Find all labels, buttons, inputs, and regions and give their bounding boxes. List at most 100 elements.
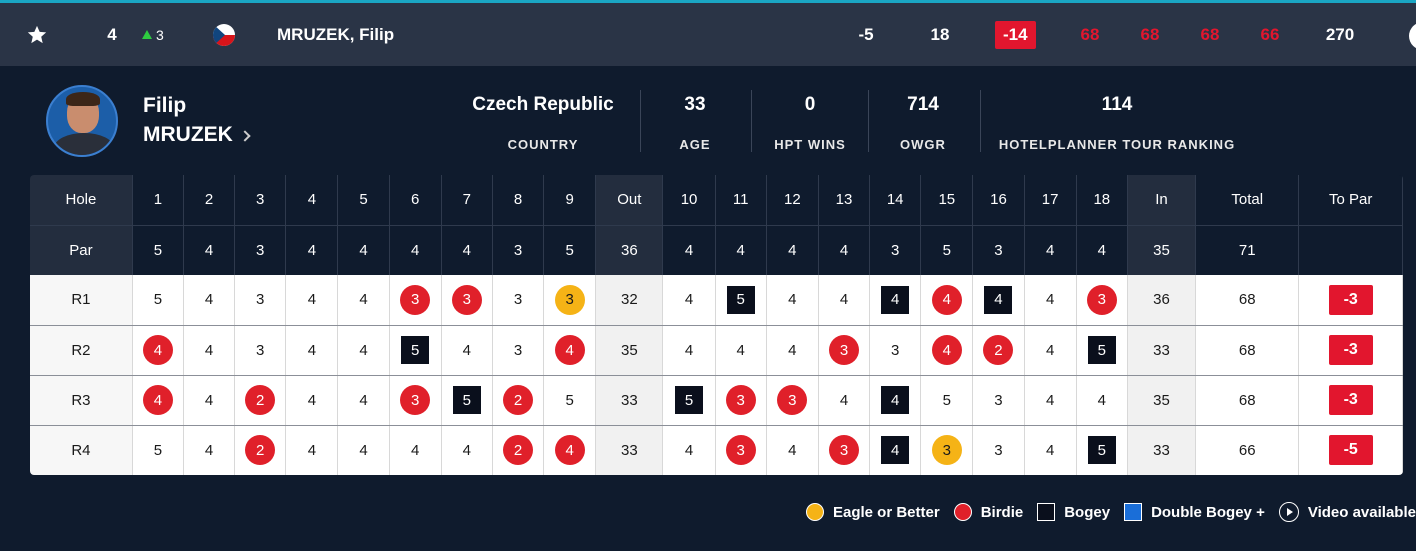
legend-label: Eagle or Better: [833, 503, 940, 521]
hole-header-cell: 15: [920, 175, 974, 226]
divider: [980, 90, 981, 152]
favorite-star-icon[interactable]: [24, 3, 50, 66]
par-cell: [1298, 225, 1403, 275]
stat-label: AGE: [679, 137, 711, 152]
hole-score-cell: 5: [441, 375, 493, 426]
birdie-score: 2: [245, 385, 276, 415]
par-score: 4: [1045, 441, 1055, 459]
expand-toggle-icon[interactable]: [1409, 22, 1416, 50]
birdie-score: 4: [142, 335, 173, 365]
player-name[interactable]: MRUZEK, Filip: [277, 24, 395, 44]
par-score: 4: [462, 441, 472, 459]
total-score: 270: [1325, 24, 1355, 44]
legend-video[interactable]: Video available: [1278, 502, 1416, 522]
par-score: 4: [1097, 391, 1106, 409]
hole-header-cell: In: [1127, 175, 1197, 226]
hole-score-cell: 4: [662, 275, 716, 326]
birdie-score: 3: [451, 284, 482, 315]
par-score: 4: [788, 291, 797, 309]
hole-score-cell: 3: [972, 375, 1025, 426]
hole-score-cell: 3: [715, 425, 767, 475]
round-row: R1 5 4 3 4 4 3 3 3 3 32 4 5 4 4 4 4 4 4 3 36 68 -3: [30, 275, 1403, 326]
hole-header-cell: 16: [972, 175, 1025, 226]
bogey-score: 4: [881, 436, 910, 465]
round-3-score: 68: [1200, 24, 1220, 44]
par-score: 4: [1045, 341, 1055, 359]
hole-row-label: Hole: [30, 175, 133, 226]
hole-score-cell: 3: [389, 375, 442, 426]
hole-header-cell: Total: [1195, 175, 1300, 226]
birdie-score: 3: [1086, 284, 1117, 315]
hole-score-cell: 3: [766, 375, 819, 426]
hole-score-cell: 4: [1024, 325, 1077, 376]
par-score: 4: [788, 441, 797, 459]
divider: [640, 90, 641, 152]
hole-header-cell: 7: [441, 175, 493, 226]
hole-score-cell: 4: [337, 275, 390, 326]
hole-header-cell: 18: [1076, 175, 1128, 226]
hole-score-cell: 4: [869, 425, 922, 475]
par-cell: 4: [389, 225, 442, 275]
hole-score-cell: 4: [183, 425, 236, 475]
position-movement: 3: [142, 3, 164, 66]
hole-score-cell: 3: [441, 275, 493, 326]
bogey-score: 5: [1087, 436, 1116, 465]
hole-score-cell: 2: [492, 375, 545, 426]
position: 4: [107, 24, 117, 44]
birdie-score: 4: [931, 284, 962, 315]
eagle-score: 3: [931, 435, 962, 466]
player-profile-link[interactable]: MRUZEK: [143, 123, 251, 147]
to-par-cell: -3: [1298, 275, 1403, 326]
hole-score-cell: 3: [920, 425, 974, 475]
czech-flag-icon: [213, 3, 235, 66]
hole-score-cell: 5: [543, 375, 597, 426]
par-score: 5: [153, 441, 163, 459]
to-par-cell: -5: [1298, 425, 1403, 475]
play-icon[interactable]: [1278, 502, 1299, 522]
bogey-score: 5: [675, 386, 704, 414]
hole-score-cell: 4: [441, 325, 493, 376]
par-score: 4: [204, 341, 214, 359]
today-score: -5: [858, 24, 874, 44]
par-score: 4: [788, 341, 797, 359]
stat-age: 33 AGE: [650, 90, 740, 152]
par-cell: 5: [132, 225, 184, 275]
round-label: R2: [30, 325, 133, 376]
hole-score-cell: 3: [492, 325, 545, 376]
hole-score-cell: 4: [1076, 375, 1128, 426]
par-cell: 4: [441, 225, 493, 275]
hole-score-cell: 2: [492, 425, 545, 475]
birdie-score: 3: [829, 435, 859, 466]
in-total: 33: [1127, 325, 1197, 376]
par-score: 4: [359, 291, 368, 309]
par-cell: 3: [972, 225, 1025, 275]
birdie-score: 2: [983, 335, 1014, 365]
par-cell: 3: [869, 225, 922, 275]
divider: [868, 90, 869, 152]
chevron-right-icon[interactable]: [239, 130, 251, 142]
player-last-name[interactable]: MRUZEK: [143, 123, 233, 146]
hole-score-cell: 4: [715, 325, 767, 376]
hole-score-cell: 2: [972, 325, 1025, 376]
hole-header-cell: 5: [337, 175, 390, 226]
hole-score-cell: 4: [337, 425, 390, 475]
hole-score-cell: 4: [285, 425, 339, 475]
birdie-score: 2: [245, 435, 276, 466]
out-total: 35: [595, 325, 664, 376]
bogey-square-icon: [1037, 503, 1056, 521]
par-score: 3: [994, 441, 1003, 459]
birdie-score: 4: [554, 335, 585, 365]
hole-header-cell: 9: [543, 175, 597, 226]
out-total: 33: [595, 375, 664, 426]
out-total: 32: [595, 275, 664, 326]
leaderboard-row[interactable]: 4 3 MRUZEK, Filip -5 18 -14 68 68 68 66 …: [0, 0, 1416, 66]
hole-score-cell: 4: [1024, 275, 1077, 326]
player-first-name[interactable]: Filip: [143, 94, 187, 117]
par-cell: 4: [285, 225, 339, 275]
hole-score-cell: 3: [492, 275, 545, 326]
legend-label[interactable]: Video available: [1307, 503, 1416, 521]
hole-score-cell: 5: [662, 375, 716, 426]
hole-score-cell: 5: [920, 375, 974, 426]
stat-value: 33: [684, 94, 706, 115]
par-cell: 4: [1024, 225, 1077, 275]
